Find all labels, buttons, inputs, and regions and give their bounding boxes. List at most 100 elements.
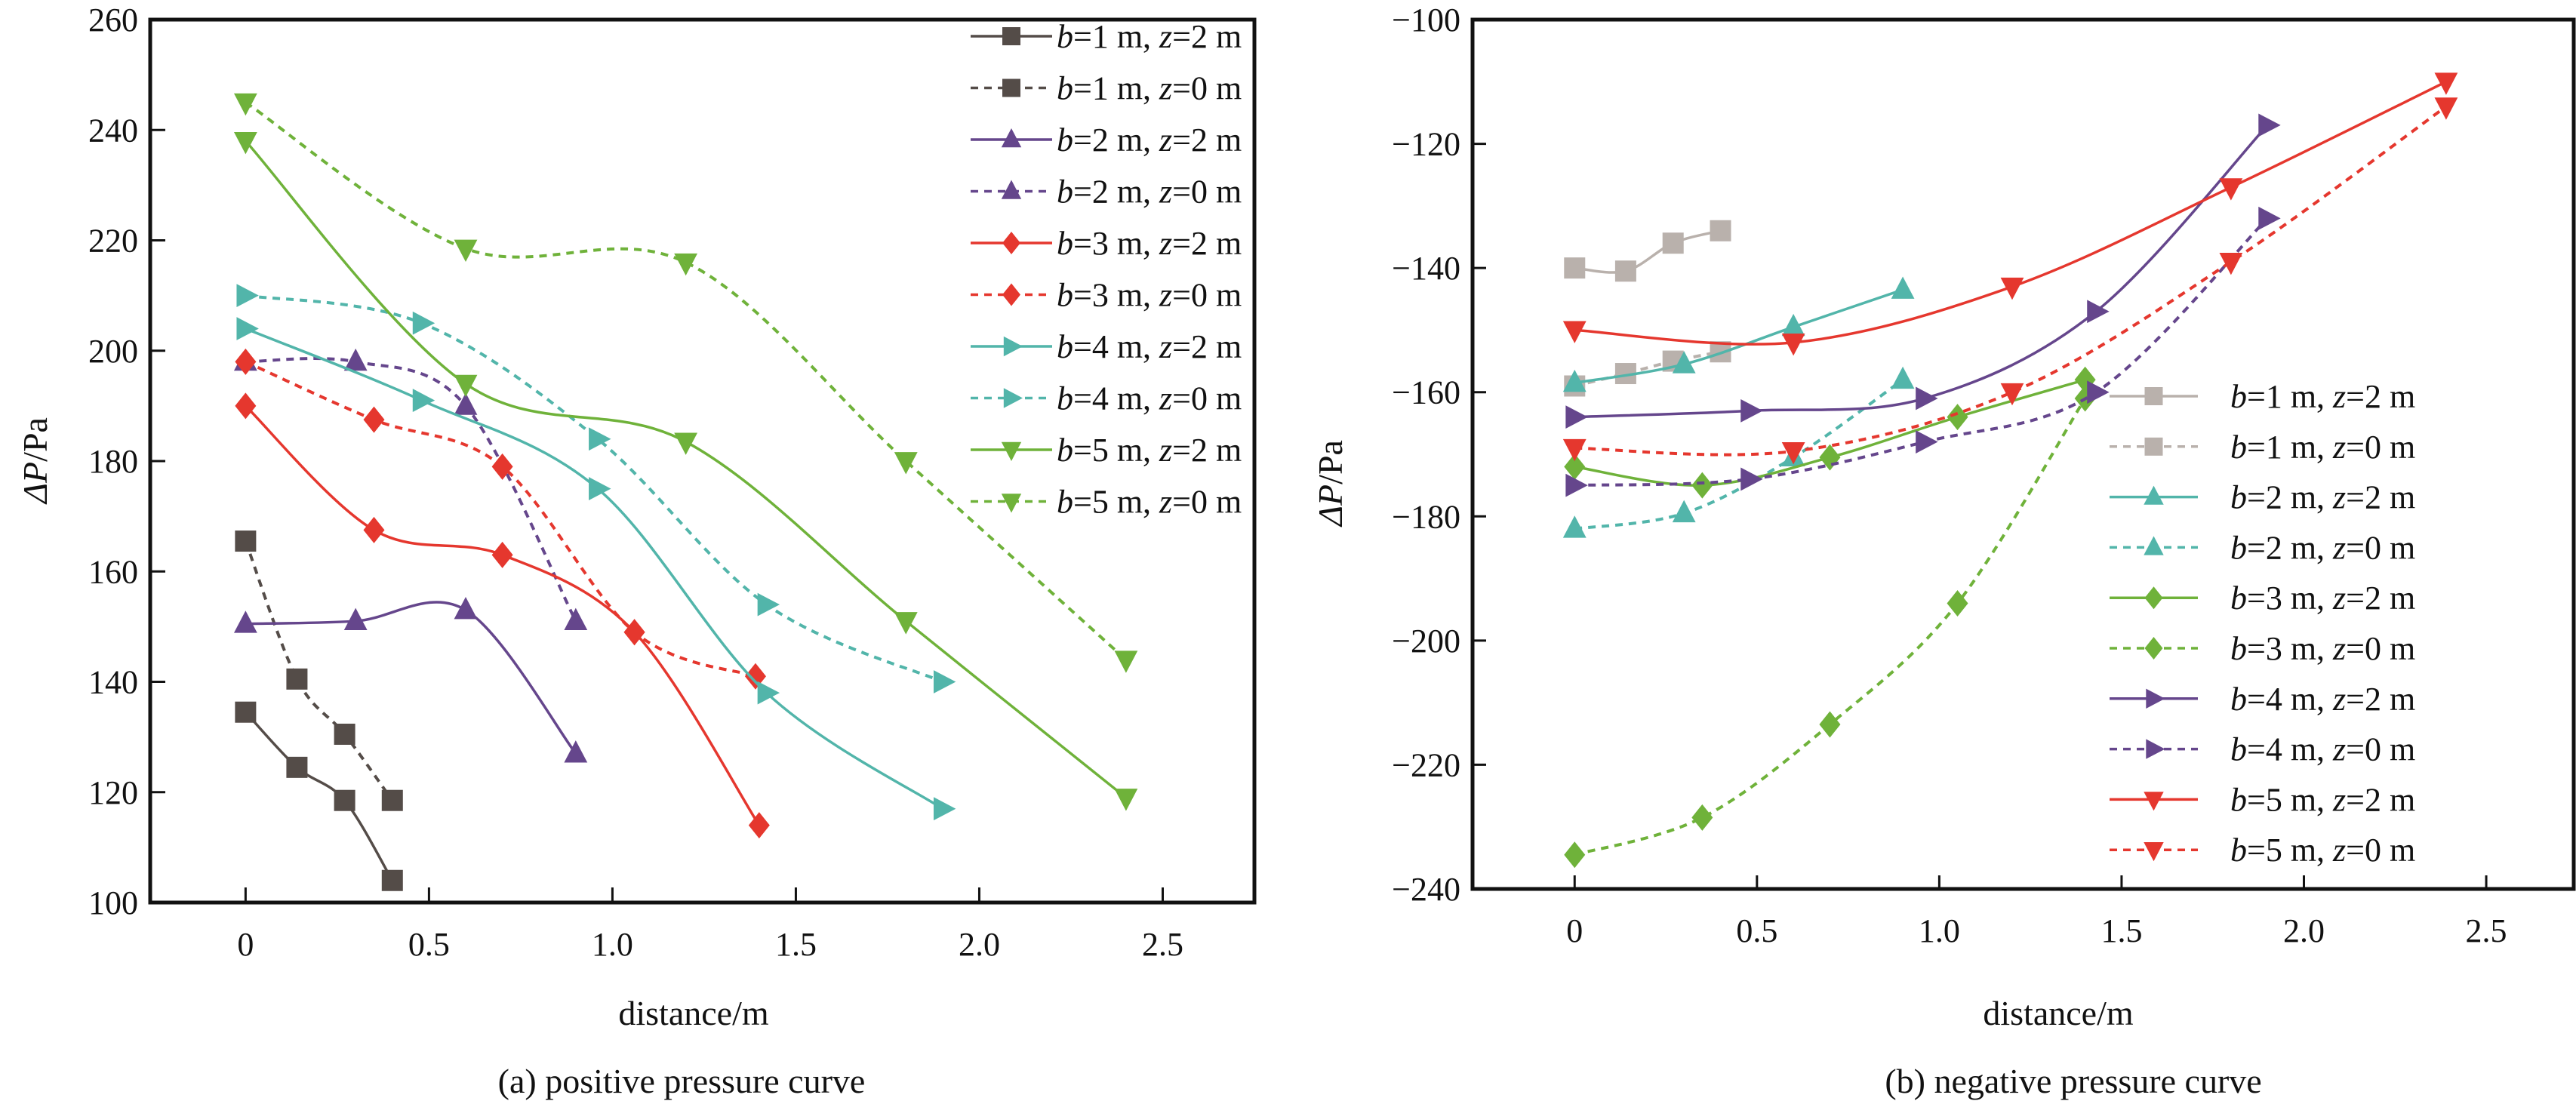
legend-swatch-marker bbox=[2144, 536, 2164, 555]
data-point bbox=[235, 392, 257, 420]
legend-z-value: =0 m bbox=[2346, 630, 2415, 667]
data-point bbox=[235, 531, 257, 552]
legend-z-value: =2 m bbox=[2346, 378, 2415, 415]
legend-z-value: =2 m bbox=[2346, 580, 2415, 617]
data-point bbox=[286, 668, 308, 690]
data-point bbox=[235, 348, 257, 375]
legend-label: b=2 m, z=2 m bbox=[1057, 121, 1242, 158]
data-point bbox=[1565, 405, 1588, 429]
x-tick-label: 1.5 bbox=[2101, 912, 2142, 949]
data-point bbox=[412, 311, 435, 335]
x-tick-label: 1.0 bbox=[1919, 912, 1960, 949]
data-point bbox=[894, 612, 918, 635]
data-point bbox=[233, 93, 257, 116]
legend-b-value: =1 m, bbox=[1073, 70, 1159, 107]
series-b-4-m-z-0-m bbox=[1565, 206, 2281, 497]
legend-b-value: =1 m, bbox=[2247, 429, 2333, 466]
legend-label: b=1 m, z=2 m bbox=[2230, 378, 2415, 415]
legend-var-z: z bbox=[1159, 484, 1172, 521]
y-tick-label: −160 bbox=[1392, 374, 1460, 411]
legend-item: b=2 m, z=2 m bbox=[971, 121, 1242, 158]
data-point bbox=[454, 239, 478, 262]
legend-var-b: b bbox=[1057, 277, 1073, 314]
data-point bbox=[1891, 366, 1915, 389]
legend-swatch-marker bbox=[1001, 494, 1022, 513]
legend-z-value: =2 m bbox=[1172, 121, 1242, 158]
y-axis-title: ΔP/Pa bbox=[1311, 440, 1350, 527]
legend-z-value: =0 m bbox=[1172, 277, 1242, 314]
legend-b-value: =2 m, bbox=[2247, 479, 2333, 516]
legend-var-z: z bbox=[2332, 378, 2346, 415]
data-point bbox=[363, 516, 385, 543]
legend-swatch-marker bbox=[1002, 283, 1020, 306]
legend-item: b=4 m, z=0 m bbox=[2110, 731, 2415, 768]
x-tick-label: 2.0 bbox=[959, 926, 1000, 963]
data-point bbox=[1672, 500, 1696, 523]
y-tick-label: 140 bbox=[88, 664, 138, 701]
legend: b=1 m, z=2 mb=1 m, z=0 mb=2 m, z=2 mb=2 … bbox=[2110, 378, 2415, 869]
legend-z-value: =2 m bbox=[1172, 225, 1242, 262]
legend-z-value: =0 m bbox=[2346, 832, 2415, 869]
legend-var-b: b bbox=[1057, 121, 1073, 158]
y-tick-label: 120 bbox=[88, 774, 138, 811]
axis-ticks: 0 0.5 1.0 1.5 2.0 2.5 100 120 140 160 180 200 220 240… bbox=[88, 2, 1183, 963]
legend-var-b: b bbox=[1057, 432, 1073, 469]
legend-label: b=1 m, z=2 m bbox=[1057, 18, 1242, 55]
legend-var-b: b bbox=[2230, 630, 2247, 667]
panel-title: (b) negative pressure curve bbox=[1885, 1062, 2261, 1100]
legend-z-value: =0 m bbox=[2346, 731, 2415, 768]
data-point bbox=[757, 681, 780, 705]
x-tick-label: 0.5 bbox=[408, 926, 450, 963]
series-line bbox=[244, 540, 394, 801]
y-tick-label: −240 bbox=[1392, 871, 1460, 908]
legend-label: b=1 m, z=0 m bbox=[1057, 70, 1242, 107]
data-point bbox=[1781, 313, 1805, 337]
data-point bbox=[2219, 253, 2243, 275]
legend-b-value: =3 m, bbox=[1073, 277, 1159, 314]
data-point bbox=[454, 392, 478, 415]
legend-var-z: z bbox=[1159, 328, 1172, 365]
legend-var-b: b bbox=[2230, 378, 2247, 415]
legend-item: b=1 m, z=2 m bbox=[971, 18, 1242, 55]
legend-z-value: =0 m bbox=[2346, 429, 2415, 466]
data-point bbox=[1672, 351, 1696, 374]
data-point bbox=[454, 374, 478, 398]
legend-var-z: z bbox=[2332, 681, 2346, 718]
y-axis-title: ΔP/Pa bbox=[16, 417, 54, 505]
series-b-1-m-z-0-m bbox=[235, 531, 403, 811]
series-b-1-m-z-2-m bbox=[235, 701, 403, 891]
legend-label: b=3 m, z=2 m bbox=[2230, 580, 2415, 617]
series-b-3-m-z-0-m bbox=[1564, 385, 2096, 869]
x-tick-label: 1.0 bbox=[592, 926, 633, 963]
data-point bbox=[334, 723, 355, 745]
data-point bbox=[674, 432, 698, 455]
legend-item: b=3 m, z=2 m bbox=[2110, 580, 2415, 617]
legend-item: b=5 m, z=2 m bbox=[2110, 781, 2415, 818]
data-point bbox=[343, 607, 368, 630]
legend-b-value: =4 m, bbox=[2247, 681, 2333, 718]
legend-swatch-marker bbox=[1001, 180, 1022, 199]
negative-pressure-chart: 0 0.5 1.0 1.5 2.0 2.5 −240 −220 −200 −180 −160 −140… bbox=[1311, 2, 2576, 1100]
legend-var-b: b bbox=[2230, 832, 2247, 869]
data-point bbox=[2434, 97, 2458, 120]
legend-label: b=5 m, z=2 m bbox=[1057, 432, 1242, 469]
data-point bbox=[748, 812, 770, 839]
y-tick-label: 260 bbox=[88, 2, 138, 38]
series-layer bbox=[233, 93, 1138, 891]
legend-var-z: z bbox=[2332, 529, 2346, 566]
legend-item: b=1 m, z=0 m bbox=[2110, 429, 2415, 466]
data-point bbox=[1562, 438, 1587, 462]
series-b-5-m-z-2-m bbox=[233, 131, 1138, 811]
data-point bbox=[412, 389, 435, 412]
legend-b-value: =4 m, bbox=[1073, 380, 1159, 417]
legend-item: b=5 m, z=0 m bbox=[971, 484, 1242, 521]
series-line bbox=[245, 357, 577, 622]
legend-var-b: b bbox=[2230, 529, 2247, 566]
legend-swatch-marker bbox=[2144, 437, 2163, 456]
legend-item: b=1 m, z=2 m bbox=[2110, 378, 2415, 415]
legend-swatch-marker bbox=[2144, 637, 2163, 660]
data-point bbox=[1614, 260, 1636, 282]
legend-var-z: z bbox=[1159, 380, 1172, 417]
x-tick-label: 2.5 bbox=[1142, 926, 1183, 963]
data-point bbox=[2219, 178, 2243, 201]
